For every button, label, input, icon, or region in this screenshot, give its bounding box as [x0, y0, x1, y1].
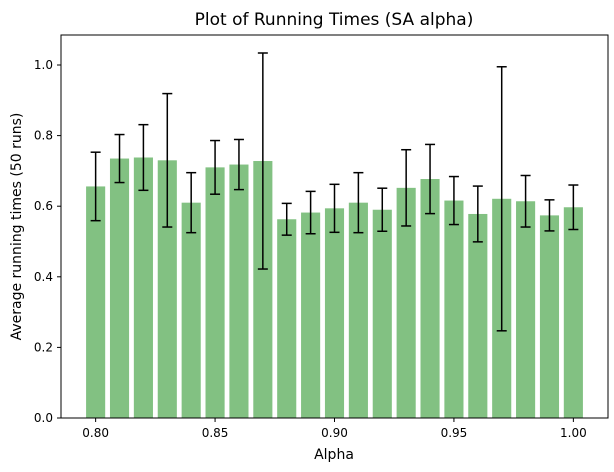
bar — [563, 207, 583, 418]
bar — [109, 158, 130, 418]
x-tick-label: 0.80 — [82, 426, 109, 440]
bar — [157, 160, 177, 419]
error-bars-group — [90, 52, 579, 332]
x-axis-label: Alpha — [314, 447, 354, 463]
bars-group — [86, 157, 583, 419]
y-tick-label: 0.0 — [34, 411, 53, 425]
x-tick-label: 0.85 — [202, 426, 229, 440]
x-tick-label: 0.95 — [441, 426, 468, 440]
x-tick-label: 1.00 — [560, 426, 587, 440]
y-axis-label: Average running times (50 runs) — [9, 113, 25, 341]
bar — [348, 202, 368, 418]
x-axis: 0.80 0.85 0.90 0.95 1.00 — [82, 418, 587, 440]
y-tick-label: 0.6 — [34, 199, 53, 213]
bar — [372, 209, 392, 418]
x-tick-label: 0.90 — [321, 426, 348, 440]
bar — [133, 157, 153, 419]
y-tick-label: 1.0 — [34, 58, 53, 72]
y-tick-label: 0.8 — [34, 129, 53, 143]
bar — [324, 208, 345, 418]
bar — [396, 187, 416, 418]
bar — [229, 164, 249, 418]
bar — [468, 213, 488, 418]
bar — [420, 179, 440, 418]
bar — [539, 215, 560, 418]
y-axis: 0.0 0.2 0.4 0.6 0.8 1.0 — [34, 58, 61, 425]
bar — [181, 202, 201, 418]
bar — [253, 161, 273, 418]
bar — [301, 212, 321, 418]
bar — [277, 219, 297, 418]
y-tick-label: 0.2 — [34, 340, 53, 354]
bar — [86, 186, 106, 418]
chart-title: Plot of Running Times (SA alpha) — [195, 10, 474, 30]
y-tick-label: 0.4 — [34, 270, 53, 284]
bar — [516, 201, 536, 418]
bar — [205, 167, 225, 418]
bar — [444, 200, 464, 418]
